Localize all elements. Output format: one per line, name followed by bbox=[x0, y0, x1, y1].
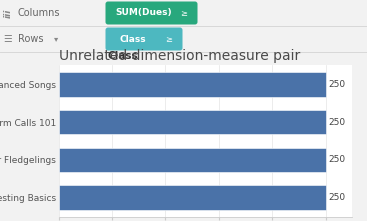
Text: SUM(Dues): SUM(Dues) bbox=[116, 8, 172, 17]
Text: 250: 250 bbox=[328, 193, 345, 202]
FancyBboxPatch shape bbox=[105, 27, 182, 51]
Bar bbox=[59, 185, 326, 210]
Text: Class: Class bbox=[108, 51, 139, 61]
Bar bbox=[59, 72, 326, 97]
Text: ≥: ≥ bbox=[181, 8, 188, 17]
Text: 250: 250 bbox=[328, 80, 345, 89]
Text: ▾: ▾ bbox=[54, 34, 58, 44]
Text: Class: Class bbox=[120, 34, 146, 44]
Text: Rows: Rows bbox=[18, 34, 44, 44]
FancyBboxPatch shape bbox=[105, 2, 197, 25]
Text: 250: 250 bbox=[328, 118, 345, 127]
Text: Columns: Columns bbox=[18, 8, 61, 18]
Text: iii: iii bbox=[4, 8, 12, 18]
Text: ☰: ☰ bbox=[4, 34, 12, 44]
Bar bbox=[59, 110, 326, 134]
Bar bbox=[59, 147, 326, 172]
Text: ≥: ≥ bbox=[166, 34, 172, 44]
Text: 250: 250 bbox=[328, 155, 345, 164]
Text: Unrelated dimension-measure pair: Unrelated dimension-measure pair bbox=[59, 49, 300, 63]
